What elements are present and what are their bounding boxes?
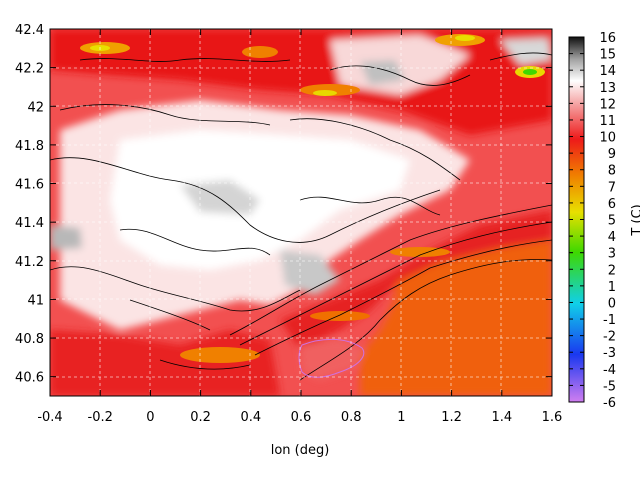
y-tick-label: 41.8 <box>15 139 44 154</box>
y-tick-label: 41.2 <box>15 255 44 270</box>
colorbar-tick-label: -1 <box>603 313 616 328</box>
y-axis: 40.6 40.8 41 41.2 41.4 41.6 41.8 42 42.2 42.4 <box>15 23 552 386</box>
x-tick-label: 0.4 <box>240 410 261 425</box>
colorbar-tick-label: 2 <box>608 263 616 278</box>
x-tick-label: 0 <box>146 410 154 425</box>
x-tick-label: 1.4 <box>491 410 512 425</box>
y-tick-label: 42.4 <box>15 23 44 38</box>
colorbar-tick-label: 1 <box>608 280 616 295</box>
colorbar-title: T (C) <box>630 204 640 236</box>
x-tick-label: 1 <box>397 410 405 425</box>
colorbar-tick-label: 16 <box>599 31 616 46</box>
colorbar-tick-label: 12 <box>599 97 616 112</box>
x-tick-label: 1.6 <box>542 410 563 425</box>
y-tick-label: 40.6 <box>15 371 44 386</box>
colorbar-tick-label: 11 <box>599 114 616 129</box>
field-blobs <box>50 29 552 396</box>
colorbar-tick-label: 9 <box>608 147 616 162</box>
hot-spots <box>80 34 545 363</box>
y-tick-label: 41 <box>27 293 44 308</box>
y-tick-label: 42.2 <box>15 62 44 77</box>
contour-lines <box>50 52 552 381</box>
x-tick-label: -0.2 <box>88 410 113 425</box>
y-tick-label: 41.4 <box>15 216 44 231</box>
colorbar-tick-label: 10 <box>599 131 616 146</box>
colorbar-tick-label: 3 <box>608 247 616 262</box>
colorbar-tick-label: -2 <box>603 330 616 345</box>
x-tick-label: 0.2 <box>190 410 211 425</box>
colorbar-tick-label: -3 <box>603 346 616 361</box>
colorbar-tick-label: 14 <box>599 64 616 79</box>
colorbar-tick-label: -4 <box>603 363 616 378</box>
y-tick-label: 41.6 <box>15 178 44 193</box>
contour-low <box>298 338 365 378</box>
x-axis-title: lon (deg) <box>271 443 330 458</box>
x-axis: -0.4 -0.2 0 0.2 0.4 0.6 0.8 1 1.2 1.4 1.6 <box>37 29 562 425</box>
colorbar-tick-label: 6 <box>608 197 616 212</box>
colorbar-tick-label: 8 <box>608 164 616 179</box>
y-tick-label: 42 <box>27 100 44 115</box>
colorbar-tick-label: -5 <box>603 379 616 394</box>
x-tick-label: 0.6 <box>291 410 312 425</box>
colorbar-tick-label: 7 <box>608 180 616 195</box>
colorbar-tick-label: 5 <box>608 214 616 229</box>
x-tick-label: 0.8 <box>341 410 362 425</box>
colorbar-tick-label: 15 <box>599 48 616 63</box>
x-tick-label: 1.2 <box>441 410 462 425</box>
colorbar-tick-label: 0 <box>608 296 616 311</box>
y-tick-label: 40.8 <box>15 332 44 347</box>
grid-lines <box>50 29 552 396</box>
colorbar-tick-label: -6 <box>603 396 616 411</box>
heat-field <box>50 29 552 396</box>
colorbar-tick-label: 13 <box>599 81 616 96</box>
x-tick-label: -0.4 <box>37 410 62 425</box>
colorbar-tick-label: 4 <box>608 230 616 245</box>
